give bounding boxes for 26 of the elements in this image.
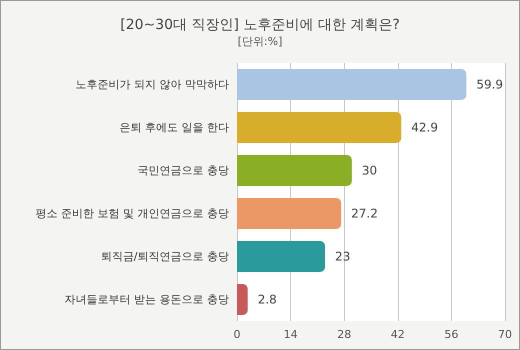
x-tick-label: 28 — [337, 328, 352, 341]
x-tick-label: 14 — [284, 328, 298, 341]
bar — [237, 284, 248, 315]
bar — [237, 241, 326, 272]
y-tick-label: 노후준비가 되지 않아 막막하다 — [76, 78, 229, 91]
y-tick-label: 은퇴 후에도 일을 한다 — [120, 121, 229, 134]
data-label: 23 — [335, 250, 350, 264]
y-tick-label: 평소 준비한 보험 및 개인연금으로 충당 — [36, 207, 229, 220]
data-label: 27.2 — [351, 206, 378, 220]
y-tick-label: 자녀들로부터 받는 용돈으로 충당 — [64, 293, 229, 306]
bar — [237, 198, 342, 229]
bar — [237, 155, 352, 186]
bar — [237, 112, 402, 143]
y-tick-label: 퇴직금/퇴직연금으로 충당 — [100, 250, 229, 263]
data-label: 30 — [362, 164, 378, 178]
chart-title: [20~30대 직장인] 노후준비에 대한 계획은? — [120, 17, 400, 33]
data-label: 59.9 — [476, 78, 504, 92]
x-tick-label: 42 — [390, 328, 405, 341]
x-tick-label: 56 — [444, 328, 458, 341]
data-label: 42.9 — [411, 120, 438, 134]
y-tick-label: 국민연금으로 충당 — [138, 164, 229, 177]
bar — [237, 69, 466, 100]
chart-subtitle: [단위:%] — [238, 35, 282, 48]
x-tick-label: 70 — [498, 328, 512, 341]
x-tick-label: 0 — [234, 328, 240, 341]
data-label: 2.8 — [258, 292, 277, 306]
